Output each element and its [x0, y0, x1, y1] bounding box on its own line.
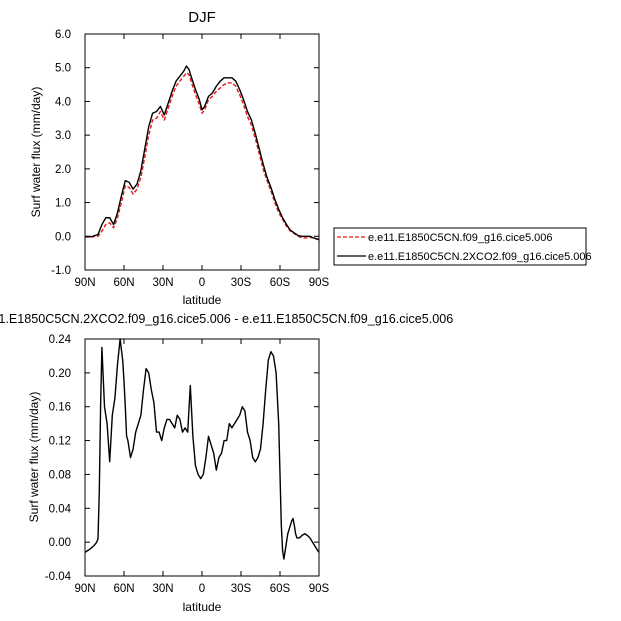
y-tick-label: 0.24 — [49, 334, 72, 346]
series-line-2 — [85, 65, 320, 241]
x-tick-label: 0 — [199, 583, 205, 595]
plot-frame — [84, 338, 320, 577]
bottom-chart-panel: e.e11.E1850C5CN.2XCO2.f09_g16.cice5.006 … — [0, 312, 453, 614]
y-tick-label: 0.16 — [49, 402, 71, 414]
y-tick-label: -1.0 — [51, 265, 71, 277]
chart-title: DJF — [188, 9, 216, 26]
y-tick-label: 1.0 — [55, 198, 71, 210]
x-tick-label: 30N — [152, 583, 173, 595]
x-tick-label: 30S — [231, 277, 252, 289]
x-tick-label: 30S — [231, 583, 252, 595]
legend-label-1: e.e11.E1850C5CN.f09_g16.cice5.006 — [368, 232, 553, 244]
y-tick-label: 0.04 — [49, 503, 72, 515]
axis-ticks — [84, 338, 320, 577]
x-tick-label: 30N — [152, 277, 173, 289]
x-tick-labels: 90N 60N 30N 0 30S 60S 90S — [74, 277, 329, 289]
series-group — [84, 338, 320, 560]
series-line-1 — [85, 72, 320, 241]
plot-frame — [84, 33, 320, 271]
legend-box — [333, 227, 587, 266]
x-tick-label: 90S — [309, 277, 330, 289]
y-tick-labels: -0.04 0.00 0.04 0.08 0.12 0.16 0.20 0.24 — [45, 334, 72, 583]
x-tick-label: 60N — [113, 277, 134, 289]
y-tick-label: 0.20 — [49, 368, 71, 380]
y-tick-label: -0.04 — [45, 571, 72, 583]
legend: e.e11.E1850C5CN.f09_g16.cice5.006 e.e11.… — [333, 227, 592, 266]
y-axis-label: Surf water flux (mm/day) — [27, 392, 41, 523]
y-axis-label: Surf water flux (mm/day) — [29, 87, 43, 218]
y-tick-label: 2.0 — [55, 164, 71, 176]
x-tick-label: 90N — [74, 277, 95, 289]
x-tick-label: 60N — [113, 583, 134, 595]
axis-ticks — [84, 33, 320, 271]
y-tick-label: 0.12 — [49, 436, 71, 448]
x-tick-labels: 90N 60N 30N 0 30S 60S 90S — [74, 583, 329, 595]
y-tick-label: 3.0 — [55, 130, 71, 142]
x-axis-label: latitude — [183, 600, 222, 614]
y-tick-label: 0.00 — [49, 537, 71, 549]
legend-label-2: e.e11.E1850C5CN.2XCO2.f09_g16.cice5.006 — [368, 251, 592, 263]
series-line-1 — [84, 338, 320, 560]
difference-chart-title: e.e11.E1850C5CN.2XCO2.f09_g16.cice5.006 … — [0, 312, 453, 326]
x-tick-label: 0 — [199, 277, 205, 289]
y-tick-label: 0.08 — [49, 469, 71, 481]
x-tick-label: 90S — [309, 583, 330, 595]
y-tick-labels: -1.0 0.0 1.0 2.0 3.0 4.0 5.0 6.0 — [51, 29, 71, 277]
x-tick-label: 90N — [74, 583, 95, 595]
series-group — [85, 65, 320, 241]
top-chart-panel: DJF 90N 60N 30N 0 30S 60S 90S -1.0 0.0 1.0 2.0 3.0… — [29, 9, 330, 307]
x-axis-label: latitude — [183, 293, 222, 307]
y-tick-label: 4.0 — [55, 96, 71, 108]
x-tick-label: 60S — [270, 277, 291, 289]
x-tick-label: 60S — [270, 583, 291, 595]
y-tick-label: 6.0 — [55, 29, 71, 41]
y-tick-label: 0.0 — [55, 231, 71, 243]
y-tick-label: 5.0 — [55, 63, 71, 75]
